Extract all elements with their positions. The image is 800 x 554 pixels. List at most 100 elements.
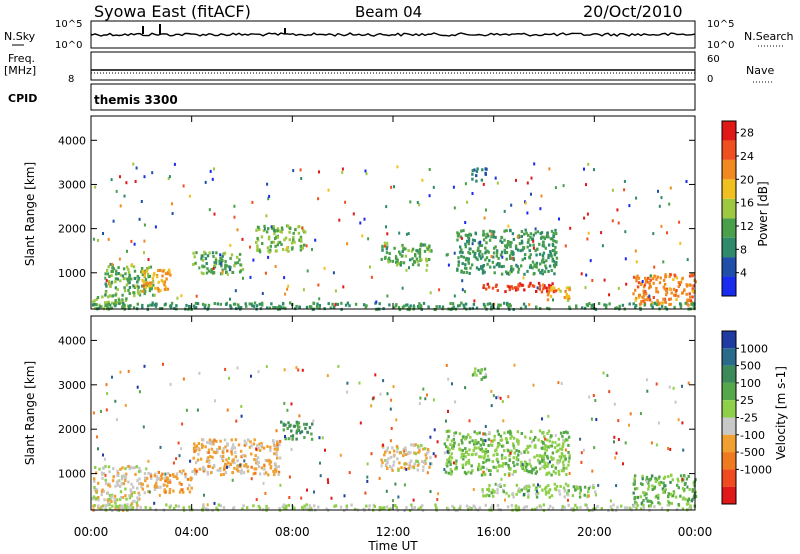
echo-cell bbox=[370, 452, 373, 456]
echo-cell bbox=[470, 464, 473, 468]
echo-cell bbox=[412, 498, 415, 502]
echo-cell bbox=[471, 469, 474, 473]
echo-cell bbox=[457, 232, 461, 236]
echo-cell bbox=[609, 505, 613, 509]
echo-cell bbox=[639, 507, 643, 511]
echo-cell bbox=[284, 435, 286, 438]
echo-cell bbox=[184, 472, 187, 476]
echo-cell bbox=[488, 259, 491, 263]
echo-cell bbox=[552, 234, 555, 238]
echo-cell bbox=[527, 241, 530, 244]
echo-cell bbox=[643, 303, 646, 307]
echo-cell bbox=[265, 365, 268, 369]
echo-cell bbox=[276, 446, 279, 450]
echo-cell bbox=[343, 494, 346, 498]
echo-cell bbox=[193, 255, 196, 259]
echo-cell bbox=[239, 263, 242, 267]
echo-cell bbox=[385, 247, 388, 251]
echo-cell bbox=[147, 471, 150, 475]
echo-cell bbox=[208, 251, 211, 255]
echo-cell bbox=[529, 265, 532, 269]
echo-cell bbox=[119, 485, 122, 488]
echo-cell bbox=[276, 243, 279, 247]
echo-cell bbox=[473, 239, 476, 243]
echo-cell bbox=[150, 476, 153, 480]
echo-cell bbox=[624, 230, 627, 234]
echo-cell bbox=[447, 377, 450, 381]
echo-cell bbox=[95, 488, 99, 492]
echo-cell bbox=[637, 276, 641, 280]
echo-cell bbox=[480, 369, 483, 373]
echo-cell bbox=[535, 506, 539, 510]
echo-cell bbox=[515, 286, 519, 290]
echo-cell bbox=[387, 457, 390, 461]
echo-cell bbox=[634, 298, 637, 302]
echo-cell bbox=[546, 293, 550, 297]
echo-cell bbox=[180, 447, 183, 451]
echo-cell bbox=[499, 396, 502, 400]
echo-cell bbox=[405, 467, 408, 471]
echo-cell bbox=[94, 302, 97, 306]
echo-cell bbox=[145, 467, 148, 471]
echo-cell bbox=[545, 286, 548, 290]
echo-cell bbox=[596, 504, 599, 508]
echo-cell bbox=[473, 253, 476, 257]
echo-cell bbox=[137, 276, 141, 280]
echo-cell bbox=[127, 268, 130, 272]
echo-cell bbox=[243, 439, 246, 443]
echo-cell bbox=[466, 235, 470, 239]
echo-cell bbox=[520, 264, 523, 268]
echo-cell bbox=[274, 306, 277, 310]
echo-cell bbox=[681, 477, 684, 481]
echo-cell bbox=[554, 239, 557, 243]
echo-cell bbox=[95, 297, 99, 301]
echo-cell bbox=[346, 301, 350, 305]
echo-cell bbox=[255, 461, 258, 465]
echo-cell bbox=[628, 423, 630, 427]
colorbar-segment bbox=[722, 159, 736, 180]
echo-cell bbox=[266, 306, 269, 310]
echo-cell bbox=[414, 254, 417, 258]
echo-cell bbox=[477, 369, 480, 373]
colorbar-segment bbox=[722, 276, 736, 296]
echo-cell bbox=[263, 227, 266, 231]
echo-cell bbox=[508, 285, 511, 289]
echo-cell bbox=[254, 471, 257, 475]
echo-cell bbox=[541, 465, 544, 469]
echo-cell bbox=[422, 447, 425, 451]
echo-cell bbox=[109, 262, 112, 266]
echo-cell bbox=[496, 469, 499, 473]
echo-cell bbox=[148, 286, 152, 290]
echo-cell bbox=[517, 283, 520, 287]
echo-cell bbox=[459, 235, 462, 239]
echo-cell bbox=[140, 284, 144, 288]
echo-cell bbox=[679, 302, 682, 306]
echo-cell bbox=[104, 473, 107, 477]
echo-cell bbox=[471, 238, 475, 242]
echo-cell bbox=[277, 240, 280, 244]
echo-cell bbox=[110, 178, 113, 182]
echo-cell bbox=[551, 257, 554, 261]
echo-cell bbox=[525, 484, 528, 488]
echo-cell bbox=[482, 465, 485, 469]
echo-cell bbox=[169, 273, 172, 277]
echo-cell bbox=[104, 282, 107, 286]
echo-cell bbox=[568, 296, 571, 300]
echo-cell bbox=[237, 303, 240, 307]
echo-cell bbox=[137, 482, 141, 486]
echo-cell bbox=[560, 452, 564, 455]
echo-cell bbox=[635, 260, 638, 264]
echo-cell bbox=[532, 438, 535, 442]
echo-cell bbox=[419, 244, 422, 248]
echo-cell bbox=[665, 293, 668, 297]
echo-cell bbox=[592, 507, 595, 511]
echo-cell bbox=[136, 288, 140, 292]
echo-cell bbox=[148, 289, 152, 293]
echo-cell bbox=[543, 447, 547, 451]
echo-cell bbox=[275, 451, 278, 455]
echo-cell bbox=[548, 264, 552, 268]
echo-cell bbox=[444, 470, 448, 474]
echo-cell bbox=[467, 261, 470, 265]
echo-cell bbox=[206, 472, 210, 476]
echo-cell bbox=[203, 493, 205, 497]
